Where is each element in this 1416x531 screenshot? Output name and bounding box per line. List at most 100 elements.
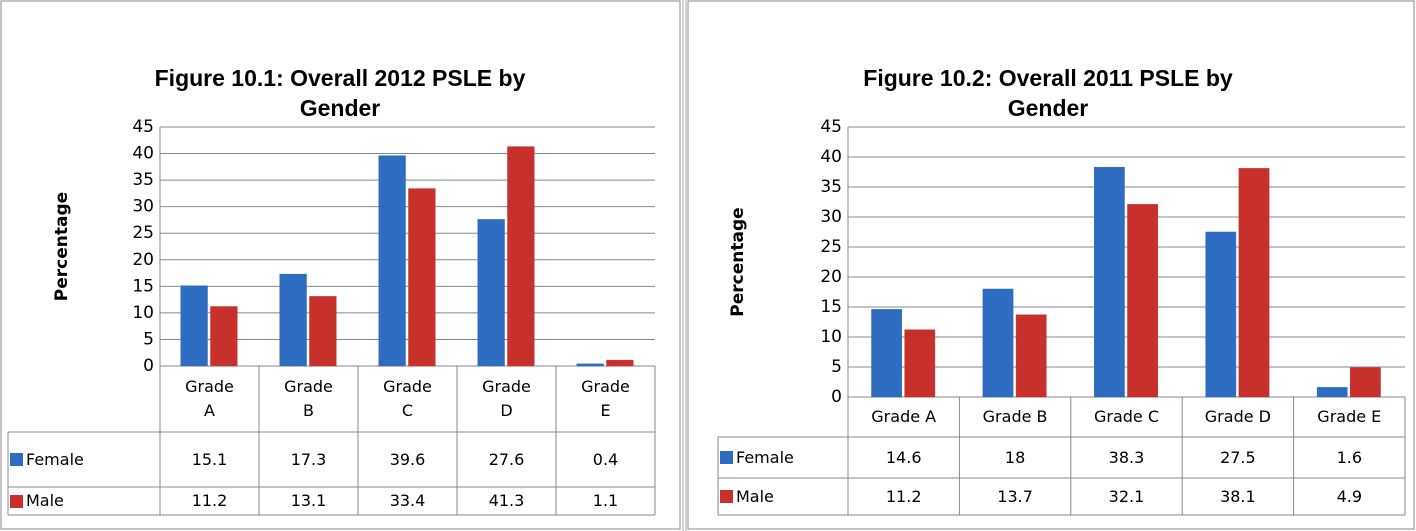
bar <box>982 288 1014 398</box>
y-tick-label: 10 <box>132 303 154 323</box>
bar <box>477 219 505 367</box>
data-label: 38.1 <box>1220 486 1256 506</box>
data-label: 1.1 <box>592 491 619 510</box>
panel-border <box>687 0 1415 530</box>
bar <box>1015 314 1047 398</box>
y-tick-label: 45 <box>820 117 842 137</box>
category-text: Grade E <box>1317 407 1382 426</box>
y-tick-label: 30 <box>820 207 842 227</box>
y-tick-label: 5 <box>831 357 842 377</box>
data-label: 27.6 <box>488 449 525 469</box>
category-text: Grade E <box>581 377 630 420</box>
category-label: Grade B <box>959 397 1070 437</box>
bar <box>210 306 238 367</box>
legend-text: Male <box>736 486 774 506</box>
y-tick-label: 20 <box>132 250 154 270</box>
y-tick-label: 15 <box>132 276 154 296</box>
legend-entry: Female <box>10 432 160 487</box>
data-label: 11.2 <box>885 486 922 506</box>
data-label: 32.1 <box>1108 486 1145 506</box>
y-tick-label: 45 <box>132 117 154 137</box>
category-label: Grade E <box>1294 397 1405 437</box>
bar <box>606 359 634 367</box>
data-label: 38.3 <box>1108 447 1145 467</box>
y-tick-label: 20 <box>820 267 842 287</box>
data-label: 4.9 <box>1336 486 1363 506</box>
bar <box>904 329 936 398</box>
category-text: Grade A <box>871 407 937 426</box>
data-label: 13.7 <box>997 486 1033 506</box>
data-label: 1.6 <box>1336 447 1363 467</box>
legend-swatch <box>10 453 23 466</box>
y-tick-label: 15 <box>820 297 842 317</box>
data-label: 27.5 <box>1220 447 1256 467</box>
bar <box>1316 387 1348 398</box>
legend-entry: Male <box>10 487 160 515</box>
category-text: Grade A <box>185 377 234 420</box>
legend-text: Female <box>736 447 794 467</box>
panel-border <box>0 0 681 530</box>
y-tick-label: 25 <box>132 223 154 243</box>
bar <box>1350 367 1381 398</box>
data-label: 15.1 <box>191 449 228 469</box>
bar <box>1094 166 1125 398</box>
data-label: 14.6 <box>885 447 922 467</box>
y-tick-label: 25 <box>820 237 842 257</box>
y-tick-label: 40 <box>820 147 842 167</box>
category-text: Grade C <box>383 377 432 420</box>
y-tick-label: 5 <box>143 329 154 349</box>
data-label: 39.6 <box>389 449 426 469</box>
category-label: Grade A <box>160 366 259 432</box>
legend-swatch <box>10 494 23 508</box>
chart-title: Figure 10.1: Overall 2012 PSLE by Gender <box>154 65 526 121</box>
bar <box>1238 168 1270 398</box>
category-text: Grade C <box>1093 407 1160 426</box>
y-tick-label: 40 <box>132 144 154 164</box>
category-text: Grade D <box>1204 407 1271 426</box>
category-label: Grade E <box>556 366 655 432</box>
y-axis-label: Percentage <box>728 207 748 316</box>
category-text: Grade B <box>982 407 1048 426</box>
data-label: 13.1 <box>290 491 327 510</box>
category-label: Grade D <box>1182 397 1293 437</box>
category-label: Grade C <box>358 366 457 432</box>
bar <box>309 296 337 367</box>
legend-entry: Female <box>720 437 848 478</box>
legend-swatch <box>720 490 733 503</box>
category-label: Grade D <box>457 366 556 432</box>
y-tick-label: 35 <box>132 170 154 190</box>
bar <box>378 155 406 367</box>
data-label: 18 <box>1004 447 1026 467</box>
data-label: 17.3 <box>290 449 327 469</box>
category-text: Grade B <box>284 377 333 420</box>
data-label: 33.4 <box>389 491 426 510</box>
category-label: Grade A <box>848 397 959 437</box>
y-axis-label: Percentage <box>52 192 72 301</box>
legend-text: Female <box>26 449 84 469</box>
legend-swatch <box>720 451 733 464</box>
category-label: Grade C <box>1071 397 1182 437</box>
category-text: Grade D <box>482 377 531 420</box>
data-label: 41.3 <box>488 491 525 510</box>
bar <box>576 363 604 367</box>
data-label: 0.4 <box>592 449 619 469</box>
y-tick-label: 0 <box>831 387 842 407</box>
bar <box>180 285 208 367</box>
bar <box>507 146 535 367</box>
bar <box>279 273 307 367</box>
y-tick-label: 35 <box>820 177 842 197</box>
y-tick-label: 0 <box>143 356 154 376</box>
bar <box>871 309 902 398</box>
bar <box>1205 231 1237 398</box>
chart-title: Figure 10.2: Overall 2011 PSLE by Gender <box>863 65 1233 121</box>
legend-entry: Male <box>720 478 848 515</box>
data-label: 11.2 <box>191 491 228 510</box>
y-tick-label: 10 <box>820 327 842 347</box>
bar <box>1127 204 1158 398</box>
legend-text: Male <box>26 491 64 510</box>
y-tick-label: 30 <box>132 197 154 217</box>
category-label: Grade B <box>259 366 358 432</box>
bar <box>408 188 436 367</box>
